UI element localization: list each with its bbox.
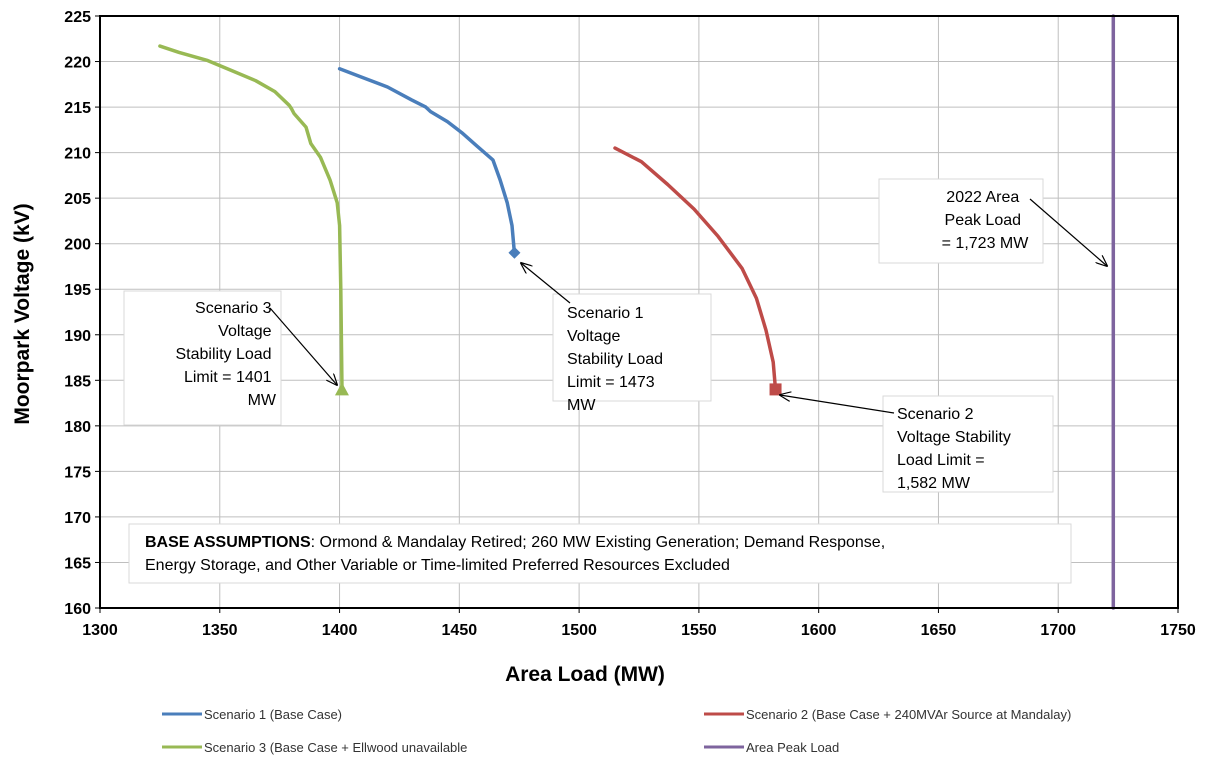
annotation-line: Limit = 1401 bbox=[184, 369, 272, 386]
annotation-line: Scenario 1 bbox=[567, 305, 644, 322]
base-assumptions: BASE ASSUMPTIONS: Ormond & Mandalay Reti… bbox=[128, 523, 1072, 584]
legend-item-scenario-1: Scenario 1 (Base Case) bbox=[162, 707, 342, 722]
x-tick-label: 1450 bbox=[442, 622, 478, 639]
annotation-line: = 1,723 MW bbox=[942, 235, 1030, 252]
arrow-scenario-2 bbox=[780, 395, 895, 414]
annotation-text: 2022 Area Peak Load = 1,723 MW bbox=[942, 189, 1030, 252]
legend-label: Area Peak Load bbox=[746, 740, 839, 755]
y-tick-label: 185 bbox=[64, 373, 91, 390]
series-line-1 bbox=[337, 67, 517, 255]
y-tick-label: 175 bbox=[64, 464, 91, 481]
annotation-peak-load: 2022 Area Peak Load = 1,723 MW bbox=[878, 178, 1044, 264]
annotation-scenario-3: Scenario 3 Voltage Stability Load Limit … bbox=[123, 290, 282, 426]
x-tick-label: 1400 bbox=[322, 622, 358, 639]
annotation-box bbox=[123, 290, 282, 426]
annotation-box bbox=[882, 395, 1054, 493]
x-tick-label: 1500 bbox=[561, 622, 597, 639]
x-axis-title: Area Load (MW) bbox=[505, 663, 665, 686]
data-point-marker bbox=[334, 382, 349, 396]
y-tick-label: 215 bbox=[64, 100, 91, 117]
annotation-line: Stability Load bbox=[567, 351, 663, 368]
legend-item-scenario-2: Scenario 2 (Base Case + 240MVAr Source a… bbox=[704, 707, 1071, 722]
legend: Scenario 1 (Base Case) Scenario 2 (Base … bbox=[162, 707, 1071, 755]
y-axis-ticks: 160 165 170 175 180 185 190 195 200 205 210 215 220 2… bbox=[64, 9, 100, 618]
x-tick-label: 1300 bbox=[82, 622, 118, 639]
y-tick-label: 160 bbox=[64, 601, 91, 618]
annotation-line: 2022 Area bbox=[946, 189, 1019, 206]
annotation-text: Scenario 1 Voltage Stability Load Limit … bbox=[567, 305, 668, 414]
annotation-line: Scenario 2 bbox=[897, 406, 974, 423]
arrow-scenario-3 bbox=[269, 307, 337, 385]
annotation-line: MW bbox=[567, 397, 596, 414]
series-layer bbox=[158, 14, 1116, 610]
x-tick-label: 1350 bbox=[202, 622, 238, 639]
data-point-marker bbox=[508, 246, 521, 259]
x-axis-ticks: 1300 1350 1400 1450 1500 1550 1600 1650 1700 1750 bbox=[82, 608, 1196, 639]
x-tick-label: 1700 bbox=[1040, 622, 1076, 639]
x-tick-label: 1750 bbox=[1160, 622, 1196, 639]
assumptions-box bbox=[128, 523, 1072, 584]
legend-item-scenario-3: Scenario 3 (Base Case + Ellwood unavaila… bbox=[162, 740, 467, 755]
y-tick-label: 200 bbox=[64, 237, 91, 254]
y-tick-label: 165 bbox=[64, 555, 91, 572]
y-tick-label: 210 bbox=[64, 146, 91, 163]
legend-label: Scenario 2 (Base Case + 240MVAr Source a… bbox=[746, 707, 1071, 722]
legend-label: Scenario 3 (Base Case + Ellwood unavaila… bbox=[204, 740, 467, 755]
y-tick-label: 205 bbox=[64, 191, 91, 208]
arrow-scenario-1 bbox=[521, 263, 571, 304]
series-line-3 bbox=[158, 44, 344, 392]
annotation-line: 1,582 MW bbox=[897, 475, 971, 492]
annotation-line: Voltage bbox=[218, 323, 271, 340]
y-tick-label: 180 bbox=[64, 419, 91, 436]
x-tick-label: 1550 bbox=[681, 622, 717, 639]
annotation-box bbox=[878, 178, 1044, 264]
annotation-scenario-1: Scenario 1 Voltage Stability Load Limit … bbox=[552, 293, 712, 414]
plot-frame bbox=[99, 15, 1179, 609]
annotation-text: Scenario 2 Voltage Stability Load Limit … bbox=[897, 406, 1015, 492]
y-axis-title: Moorpark Voltage (kV) bbox=[11, 203, 34, 424]
annotation-line: Limit = 1473 bbox=[567, 374, 655, 391]
legend-label: Scenario 1 (Base Case) bbox=[204, 707, 342, 722]
assumptions-line-2: Energy Storage, and Other Variable or Ti… bbox=[145, 557, 730, 574]
y-tick-label: 195 bbox=[64, 282, 91, 299]
annotation-line: Stability Load bbox=[175, 346, 271, 363]
annotation-line: Voltage Stability bbox=[897, 429, 1011, 446]
annotation-text: Scenario 3 Voltage Stability Load Limit … bbox=[175, 300, 276, 409]
assumptions-line-1: BASE ASSUMPTIONS: Ormond & Mandalay Reti… bbox=[145, 534, 885, 551]
y-tick-label: 220 bbox=[64, 55, 91, 72]
data-point-marker bbox=[769, 383, 782, 396]
y-tick-label: 225 bbox=[64, 9, 91, 26]
y-tick-label: 190 bbox=[64, 328, 91, 345]
annotation-line: Voltage bbox=[567, 328, 620, 345]
annotation-scenario-2: Scenario 2 Voltage Stability Load Limit … bbox=[882, 395, 1054, 493]
legend-item-peak-load: Area Peak Load bbox=[704, 740, 839, 755]
y-tick-label: 170 bbox=[64, 510, 91, 527]
annotation-line: Scenario 3 bbox=[195, 300, 272, 317]
annotation-line: Peak Load bbox=[945, 212, 1022, 229]
annotation-line: Load Limit = bbox=[897, 452, 985, 469]
series-line-2 bbox=[613, 146, 778, 392]
annotation-line: MW bbox=[248, 392, 277, 409]
assumptions-heading: BASE ASSUMPTIONS bbox=[145, 534, 311, 551]
arrow-peak-load bbox=[1029, 198, 1107, 266]
x-tick-label: 1650 bbox=[921, 622, 957, 639]
x-tick-label: 1600 bbox=[801, 622, 837, 639]
assumptions-text: : Ormond & Mandalay Retired; 260 MW Exis… bbox=[311, 534, 886, 551]
annotation-box bbox=[552, 293, 712, 402]
annotation-arrows bbox=[269, 198, 1107, 414]
